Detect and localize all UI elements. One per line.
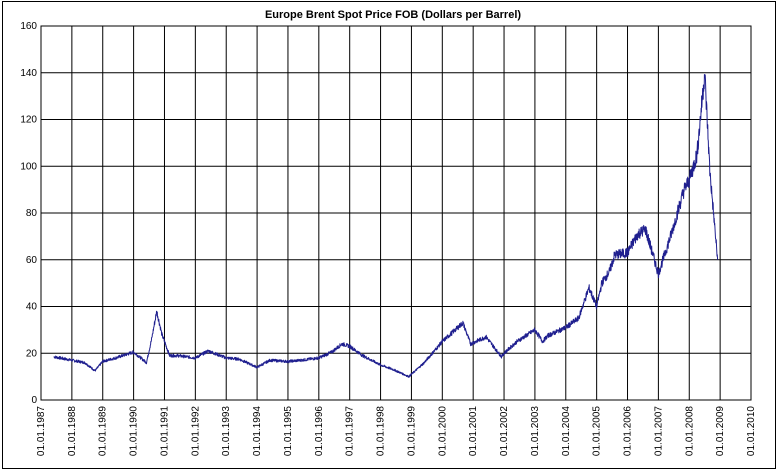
series-line	[53, 74, 719, 378]
x-tick-label: 01.01.1991	[159, 406, 170, 456]
y-tick-label: 80	[26, 208, 38, 219]
x-tick-label: 01.01.2007	[653, 406, 664, 456]
plot-area-border	[40, 25, 752, 401]
y-tick-label: 120	[20, 115, 37, 126]
series-layer	[53, 74, 719, 378]
x-tick-label: 01.01.1989	[98, 406, 109, 456]
y-tick-label: 40	[26, 302, 38, 313]
x-tick-label: 01.01.2001	[468, 406, 479, 456]
brent-price-chart: Europe Brent Spot Price FOB (Dollars per…	[20, 9, 757, 456]
x-tick-label: 01.01.2008	[684, 406, 695, 456]
x-tick-label: 01.01.1993	[221, 406, 232, 456]
y-tick-label: 160	[20, 21, 37, 32]
x-axis-ticks: 01.01.1987 01.01.1988 01.01.1989 01.01.1990…	[36, 406, 757, 456]
x-tick-label: 01.01.1996	[314, 406, 325, 456]
x-tick-label: 01.01.1992	[190, 406, 201, 456]
x-tick-label: 01.01.2002	[499, 406, 510, 456]
y-tick-label: 20	[26, 348, 38, 359]
x-tick-label: 01.01.1994	[252, 406, 263, 456]
x-tick-label: 01.01.1997	[345, 406, 356, 456]
x-tick-label: 01.01.1999	[406, 406, 417, 456]
grid-lines	[40, 25, 752, 401]
y-tick-label: 60	[26, 255, 38, 266]
x-tick-label: 01.01.2006	[623, 406, 634, 456]
x-tick-label: 01.01.1987	[36, 406, 47, 456]
x-tick-label: 01.01.2000	[437, 406, 448, 456]
y-tick-label: 100	[20, 161, 37, 172]
y-tick-label: 140	[20, 68, 37, 79]
x-tick-label: 01.01.1995	[283, 406, 294, 456]
x-tick-label: 01.01.2004	[561, 406, 572, 456]
x-tick-label: 01.01.1998	[376, 406, 387, 456]
x-tick-label: 01.01.1988	[67, 406, 78, 456]
x-tick-label: 01.01.1990	[129, 406, 140, 456]
x-tick-label: 01.01.2003	[530, 406, 541, 456]
y-tick-label: 0	[31, 395, 37, 406]
x-tick-label: 01.01.2010	[746, 406, 757, 456]
x-tick-label: 01.01.2005	[592, 406, 603, 456]
x-tick-label: 01.01.2009	[715, 406, 726, 456]
y-axis-ticks: 0 20 40 60 80 100 120 140 160	[20, 21, 37, 406]
chart-title: Europe Brent Spot Price FOB (Dollars per…	[265, 9, 521, 21]
